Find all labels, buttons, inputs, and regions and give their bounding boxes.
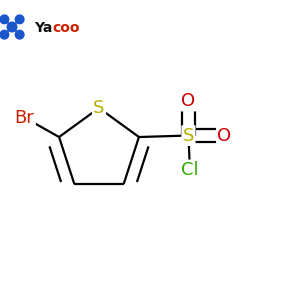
Circle shape xyxy=(0,30,9,39)
Text: O: O xyxy=(182,92,196,110)
Circle shape xyxy=(15,30,24,39)
Text: coo: coo xyxy=(52,21,80,34)
Text: Br: Br xyxy=(15,109,34,127)
Text: Ya: Ya xyxy=(34,21,53,34)
Text: S: S xyxy=(93,99,105,117)
Text: Cl: Cl xyxy=(181,161,199,179)
Text: S: S xyxy=(183,127,194,145)
Circle shape xyxy=(7,22,17,32)
Circle shape xyxy=(15,15,24,24)
Text: O: O xyxy=(218,127,232,145)
Circle shape xyxy=(0,15,9,24)
